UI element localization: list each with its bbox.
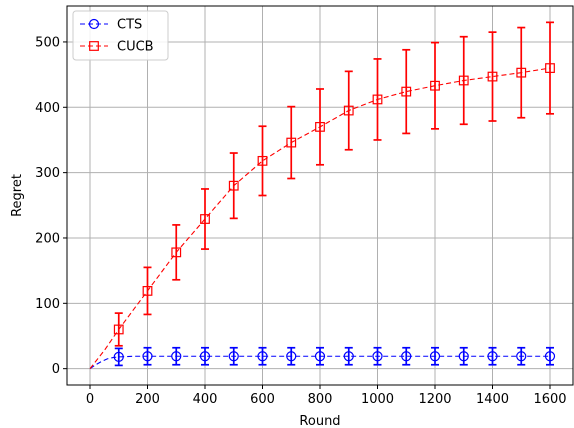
x-tick-label: 1600 xyxy=(533,392,566,407)
data-point-cucb xyxy=(286,137,297,148)
x-axis-label: Round xyxy=(299,414,340,428)
legend-marker-cts xyxy=(88,18,100,30)
data-point-cucb xyxy=(487,71,498,82)
data-point-cts xyxy=(113,351,124,363)
data-point-cts xyxy=(228,351,239,362)
data-point-cucb xyxy=(545,63,555,73)
y-tick-label: 300 xyxy=(35,166,60,181)
data-point-cts xyxy=(199,351,211,362)
legend-box xyxy=(72,10,169,61)
data-point-cts xyxy=(372,351,383,362)
data-point-cucb xyxy=(228,180,239,191)
series-cts xyxy=(89,346,556,370)
data-point-cts xyxy=(458,351,469,362)
data-point-cucb xyxy=(458,75,469,86)
legend-label-cts: CTS xyxy=(117,18,142,33)
data-point-cucb xyxy=(516,67,527,78)
legend: CTS CUCB xyxy=(72,10,169,61)
grid xyxy=(67,6,573,385)
x-tick-label: 0 xyxy=(86,392,94,407)
x-tick-label: 1200 xyxy=(418,392,451,407)
legend-label-cucb: CUCB xyxy=(117,40,154,55)
data-point-cts xyxy=(171,351,182,362)
series-layer xyxy=(89,21,556,370)
x-tick-label: 200 xyxy=(135,392,160,407)
series-cucb xyxy=(89,21,555,369)
y-tick-label: 500 xyxy=(35,35,60,50)
x-axis: 0 200 400 600 800 1000 1200 1400 1600 xyxy=(86,385,567,407)
data-point-cucb xyxy=(113,324,124,335)
x-tick-label: 400 xyxy=(193,392,218,407)
x-tick-label: 1000 xyxy=(361,392,394,407)
x-tick-label: 600 xyxy=(250,392,275,407)
data-point-cucb xyxy=(401,86,412,97)
data-point-cts xyxy=(516,351,527,362)
data-point-cts xyxy=(257,351,268,362)
data-point-cts xyxy=(487,351,498,362)
y-axis: 0 100 200 300 400 500 xyxy=(35,35,67,377)
x-tick-label: 1400 xyxy=(476,392,509,407)
data-point-cucb xyxy=(430,80,440,91)
data-point-cts xyxy=(544,351,556,362)
y-tick-label: 100 xyxy=(35,297,60,312)
data-point-cts xyxy=(314,351,326,362)
legend-marker-cucb xyxy=(89,41,99,51)
data-point-cucb xyxy=(343,105,354,116)
series-line-cucb xyxy=(89,67,551,369)
y-tick-label: 200 xyxy=(35,231,60,246)
y-tick-label: 0 xyxy=(52,362,60,377)
data-point-cucb xyxy=(257,155,268,166)
data-point-cucb xyxy=(142,286,153,296)
data-point-cts xyxy=(142,351,153,362)
y-tick-label: 400 xyxy=(35,101,60,116)
series-line-cts xyxy=(89,355,550,370)
data-point-cucb xyxy=(200,214,210,224)
y-axis-label: Regret xyxy=(10,174,25,217)
x-tick-label: 800 xyxy=(308,392,333,407)
data-point-cts xyxy=(429,351,441,362)
data-point-cts xyxy=(401,351,412,362)
data-point-cucb xyxy=(372,94,383,105)
data-point-cts xyxy=(286,351,297,362)
data-point-cucb xyxy=(315,121,325,132)
data-point-cucb xyxy=(171,247,182,258)
data-point-cts xyxy=(343,351,354,362)
